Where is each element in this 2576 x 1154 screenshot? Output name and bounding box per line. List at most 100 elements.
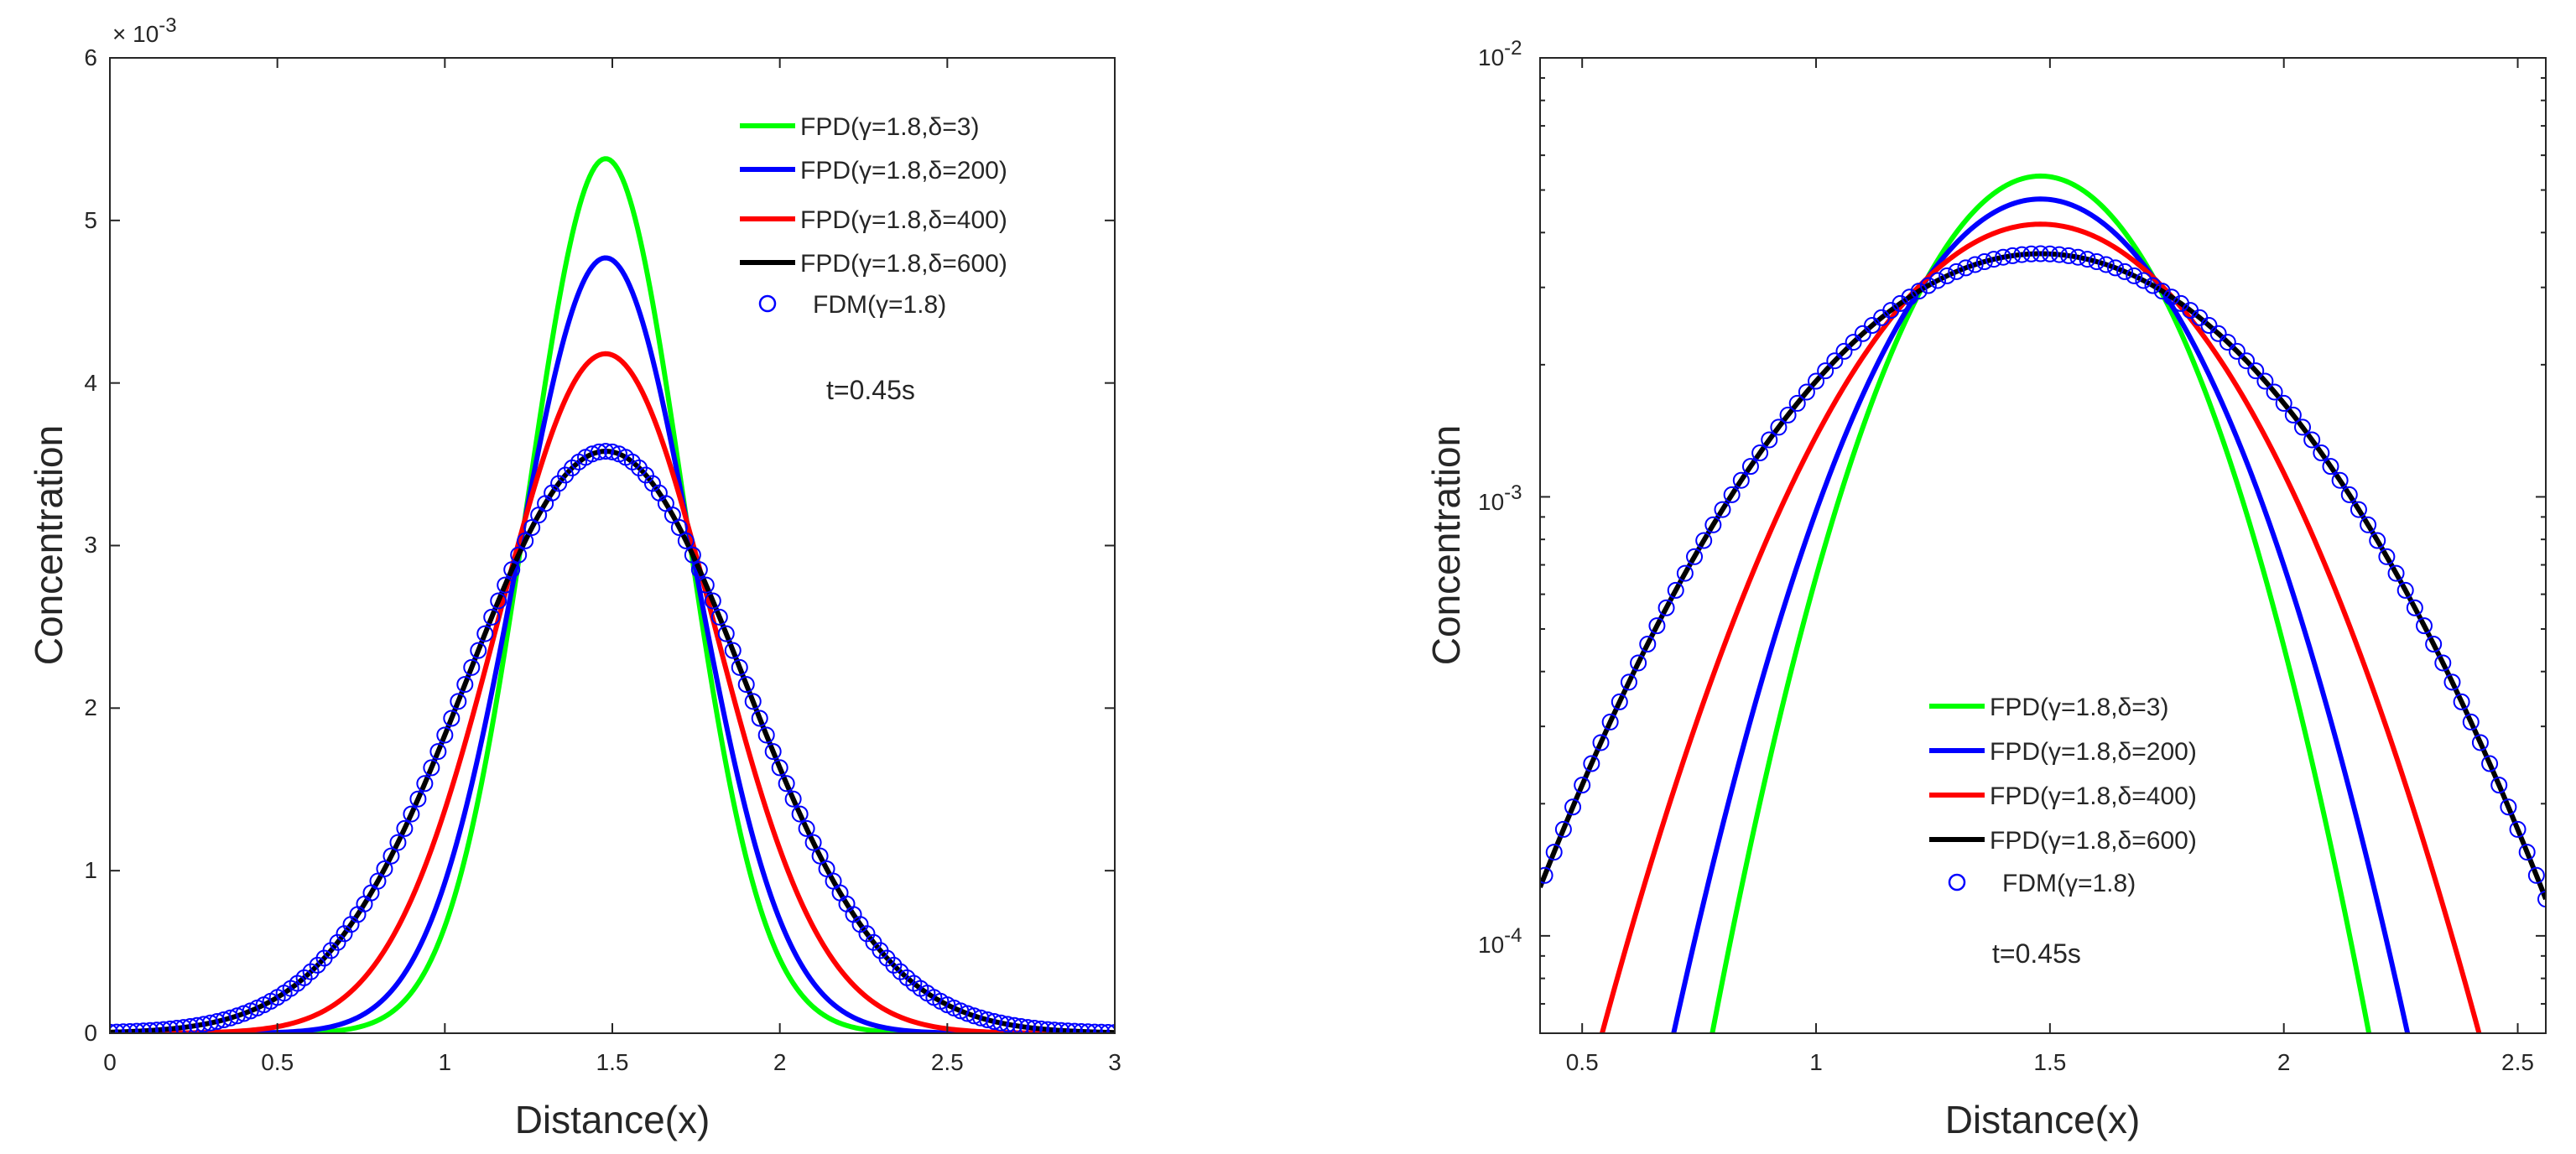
left-fdm-marker [717, 625, 735, 642]
right-fdm-marker [1892, 294, 1909, 312]
right-fdm-marker [2369, 532, 2386, 549]
left-fdm-marker [1086, 1023, 1104, 1033]
right-series-line-1 [1671, 196, 2411, 1033]
right-fdm-marker [2004, 247, 2022, 264]
right-fdm-marker [1910, 283, 1928, 300]
left-fdm-marker [443, 710, 461, 727]
right-series-line-2 [1599, 221, 2482, 1033]
left-fdm-marker [476, 625, 494, 642]
left-fdm-marker [510, 546, 528, 564]
left-fdm-marker [778, 775, 795, 793]
left-x-axis-label: Distance(x) [515, 1098, 710, 1141]
right-fdm-marker [1574, 777, 1591, 794]
right-fdm-marker [1540, 866, 1553, 884]
left-fdm-marker [456, 676, 474, 694]
right-y-tick-label: 10-3 [1478, 481, 1522, 515]
right-y-tick-label: 10-4 [1478, 924, 1522, 958]
right-fdm-marker [1676, 564, 1694, 582]
left-y-tick-label: 3 [84, 532, 97, 558]
right-fdm-marker [1620, 673, 1637, 691]
right-fdm-marker [2378, 548, 2396, 565]
right-fdm-marker [1845, 334, 1862, 351]
left-fdm-marker [168, 1020, 185, 1033]
left-x-tick-label: 2 [773, 1049, 787, 1075]
right-fdm-marker [1975, 253, 1993, 271]
right-fdm-marker [2060, 247, 2078, 264]
left-fdm-marker [127, 1022, 145, 1033]
left-fdm-marker [784, 790, 802, 808]
right-fdm-marker [1929, 272, 1947, 289]
left-fdm-marker [1100, 1023, 1115, 1033]
left-fdm-marker [744, 693, 762, 710]
left-x-tick-label: 2.5 [931, 1049, 964, 1075]
left-y-tick-label: 1 [84, 857, 97, 883]
right-fdm-marker [1648, 617, 1666, 635]
right-x-tick-label: 0.5 [1566, 1049, 1599, 1075]
left-fdm-marker [503, 561, 521, 579]
right-fdm-marker [2396, 581, 2414, 599]
right-fdm-marker [1957, 259, 1975, 277]
right-fdm-marker [2284, 406, 2302, 424]
right-legend-label: FDM(γ=1.8) [2002, 870, 2136, 897]
left-fdm-marker [470, 642, 487, 659]
right-fdm-marker [1817, 362, 1834, 380]
right-legend-label: FPD(γ=1.8,δ=600) [1990, 827, 2197, 855]
left-fdm-marker [416, 775, 434, 793]
right-fdm-marker [2471, 734, 2489, 751]
right-fdm-marker [2481, 755, 2499, 772]
left-fdm-marker [436, 726, 454, 744]
right-fdm-marker [2453, 693, 2470, 710]
right-fdm-marker [1723, 486, 1741, 503]
right-fdm-marker [2266, 383, 2283, 401]
left-fdm-marker [382, 847, 400, 865]
right-fdm-marker [1554, 820, 1572, 838]
left-fdm-marker [992, 1014, 1010, 1032]
right-tick-marks [1540, 57, 2546, 1034]
left-fdm-marker [154, 1021, 172, 1033]
right-fdm-marker [2238, 352, 2256, 370]
left-x-tick-label: 1.5 [596, 1049, 629, 1075]
right-fdm-marker [1939, 267, 1956, 284]
left-fdm-marker [751, 710, 768, 727]
left-fdm-marker [677, 532, 695, 549]
left-fdm-marker [684, 546, 701, 564]
left-fdm-marker [731, 658, 748, 676]
right-fdm-marker [2079, 251, 2096, 268]
left-fdm-marker [409, 790, 427, 808]
right-legend-label: FPD(γ=1.8,δ=3) [1990, 694, 2168, 721]
left-legend-label: FPD(γ=1.8,δ=200) [800, 157, 1007, 185]
left-fdm-marker [670, 519, 688, 537]
left-fdm-marker [1019, 1019, 1037, 1033]
right-fdm-marker [2434, 654, 2452, 672]
left-fdm-marker [201, 1014, 219, 1032]
left-tick-marks [109, 57, 1116, 1034]
left-fdm-marker [979, 1011, 997, 1029]
left-y-tick-label: 6 [84, 44, 97, 70]
left-fdm-marker [791, 805, 809, 823]
left-fdm-marker [161, 1020, 179, 1033]
right-fdm-marker [1732, 471, 1750, 489]
right-y-axis-label: Concentration [1424, 425, 1468, 665]
chart-right-log: 0.5 1 1.5 2 2.5 10-2 10-3 10-4 Distance(… [1424, 37, 2547, 1141]
left-legend-label: FDM(γ=1.8) [813, 291, 946, 319]
right-fdm-marker [2126, 267, 2143, 284]
right-fdm-marker [2443, 673, 2461, 691]
right-series-line-0 [1710, 173, 2372, 1033]
right-x-tick-label: 1 [1809, 1049, 1823, 1075]
right-fdm-marker [1826, 352, 1844, 370]
right-fdm-marker [1545, 844, 1563, 861]
right-fdm-marker [2331, 471, 2349, 489]
left-fdm-marker [591, 443, 608, 460]
right-fdm-marker [2051, 246, 2069, 263]
left-time-annotation: t=0.45s [826, 375, 915, 405]
left-fdm-marker [757, 726, 775, 744]
right-fdm-marker [1741, 458, 1759, 476]
right-fdm-marker [1601, 713, 1619, 730]
left-fdm-marker [710, 608, 728, 626]
left-fdm-marker [463, 658, 481, 676]
right-fdm-marker [1704, 516, 1722, 533]
right-x-tick-label: 1.5 [2033, 1049, 2066, 1075]
right-fdm-marker [1761, 431, 1778, 449]
left-fdm-marker [724, 642, 742, 659]
right-fdm-marker [1995, 248, 2012, 266]
